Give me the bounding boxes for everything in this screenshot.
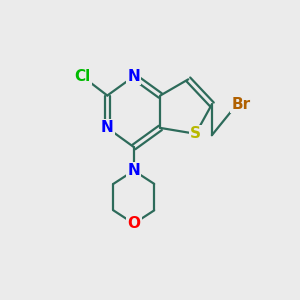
Text: Cl: Cl [74,69,90,84]
Text: O: O [127,216,140,231]
Text: N: N [128,163,140,178]
Text: S: S [190,126,201,141]
Text: N: N [128,69,140,84]
Text: Br: Br [232,97,251,112]
Text: N: N [101,120,114,135]
